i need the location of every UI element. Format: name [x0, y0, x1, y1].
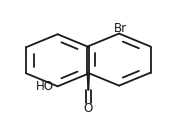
- Text: HO: HO: [36, 80, 54, 93]
- Text: Br: Br: [113, 22, 127, 35]
- Text: O: O: [84, 102, 93, 115]
